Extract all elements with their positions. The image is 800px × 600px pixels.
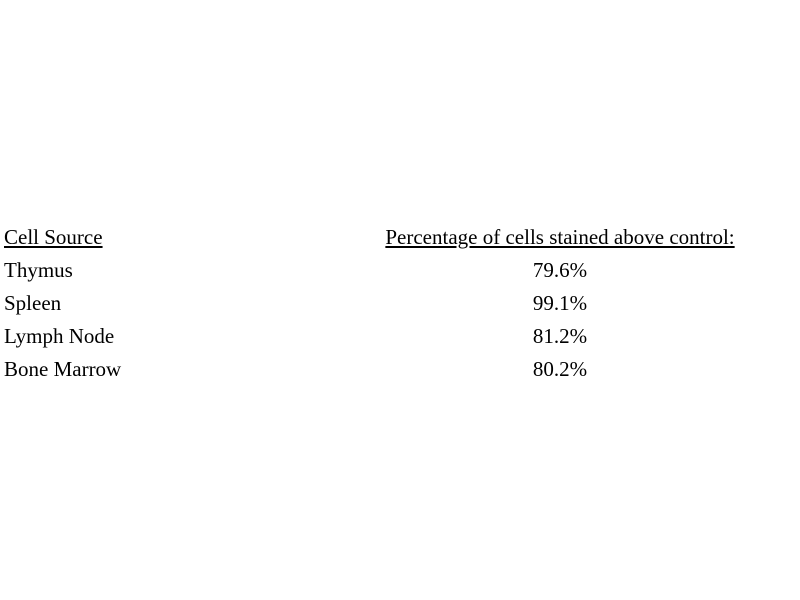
column-header-cell-source: Cell Source: [4, 225, 103, 249]
percentage-thymus: 79.6%: [532, 258, 588, 282]
table-row: Bone Marrow 80.2%: [4, 353, 784, 386]
cell-source-thymus: Thymus: [4, 258, 73, 282]
cell-source-spleen: Spleen: [4, 291, 62, 315]
table-header-row: Cell Source Percentage of cells stained …: [4, 221, 784, 254]
staining-results-table: Cell Source Percentage of cells stained …: [4, 221, 784, 386]
cell-source-bone-marrow: Bone Marrow: [4, 357, 122, 381]
table-row: Thymus 79.6%: [4, 254, 784, 287]
column-header-percentage-stained: Percentage of cells stained above contro…: [385, 225, 735, 249]
percentage-bone-marrow: 80.2%: [532, 357, 588, 381]
percentage-spleen: 99.1%: [532, 291, 588, 315]
cell-source-lymph-node: Lymph Node: [4, 324, 115, 348]
table-row: Spleen 99.1%: [4, 287, 784, 320]
table-row: Lymph Node 81.2%: [4, 320, 784, 353]
percentage-lymph-node: 81.2%: [532, 324, 588, 348]
